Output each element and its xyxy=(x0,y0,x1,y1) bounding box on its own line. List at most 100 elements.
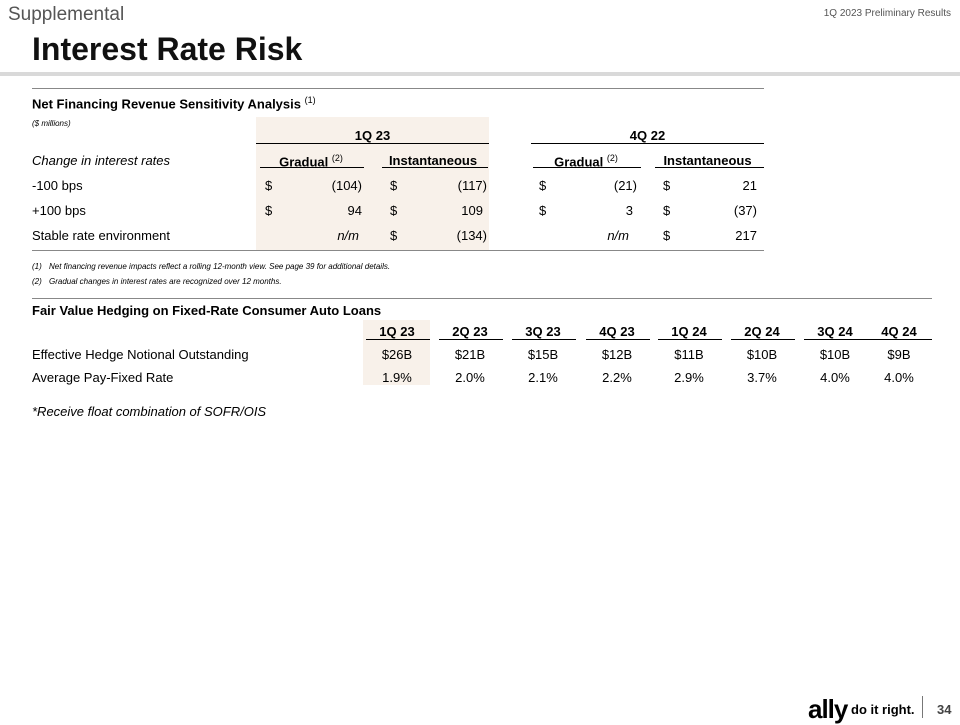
col-instant-1q23: Instantaneous xyxy=(388,153,478,168)
col-underline xyxy=(868,339,932,340)
dollar-sign: $ xyxy=(539,178,547,193)
hedge-col-header: 1Q 24 xyxy=(671,324,707,339)
dollar-sign: $ xyxy=(663,228,671,243)
page-title: Interest Rate Risk xyxy=(32,31,303,67)
dollar-sign: $ xyxy=(663,178,671,193)
dollar-sign: $ xyxy=(390,228,398,243)
hedge-value: 2.9% xyxy=(674,370,704,385)
hedge-value: 2.1% xyxy=(528,370,558,385)
tagline: do it right. xyxy=(851,702,915,717)
dollar-sign: $ xyxy=(265,203,273,218)
hedge-value: 2.2% xyxy=(602,370,632,385)
hedge-value: 4.0% xyxy=(820,370,850,385)
col-gradual-note: (2) xyxy=(331,153,343,163)
col-underline xyxy=(658,339,722,340)
col-underline xyxy=(512,339,576,340)
col-underline xyxy=(366,339,430,340)
hedge-row-label: Effective Hedge Notional Outstanding xyxy=(32,347,249,362)
col-gradual-4q22: Gradual (2) xyxy=(531,153,641,169)
col-gradual-label: Gradual xyxy=(554,154,604,170)
value-cell: (37) xyxy=(733,203,757,218)
row-label: +100 bps xyxy=(32,203,86,218)
value-cell: n/m xyxy=(337,228,359,243)
row-label: -100 bps xyxy=(32,178,83,193)
value-cell: n/m xyxy=(607,228,629,243)
value-cell: 109 xyxy=(461,203,483,218)
hedge-value: 2.0% xyxy=(455,370,485,385)
section-label: Supplemental xyxy=(8,4,125,25)
hedging-title: Fair Value Hedging on Fixed-Rate Consume… xyxy=(32,303,382,318)
col-gradual-1q23: Gradual (2) xyxy=(256,153,366,169)
ally-logo: ally xyxy=(808,694,848,724)
hedge-value: $10B xyxy=(819,347,851,362)
period-underline xyxy=(531,143,764,144)
value-cell: (104) xyxy=(331,178,362,193)
dollar-sign: $ xyxy=(663,203,671,218)
period-header-1q23: 1Q 23 xyxy=(354,128,391,143)
hedge-value: $12B xyxy=(601,347,633,362)
report-label: 1Q 2023 Preliminary Results xyxy=(823,8,951,19)
sensitivity-title-text: Net Financing Revenue Sensitivity Analys… xyxy=(32,96,301,112)
units-label: ($ millions) xyxy=(32,119,71,128)
col-gradual-note: (2) xyxy=(606,153,618,163)
footnote-num: (2) xyxy=(32,277,42,286)
col-underline xyxy=(655,167,764,168)
value-cell: 3 xyxy=(625,203,633,218)
hedge-col-header: 4Q 24 xyxy=(881,324,917,339)
value-cell: (117) xyxy=(457,178,487,193)
hedge-value: $9B xyxy=(887,347,911,362)
value-cell: 217 xyxy=(735,228,757,243)
col-underline xyxy=(533,167,641,168)
sensitivity-title-note: (1) xyxy=(304,95,316,105)
col-instant-4q22: Instantaneous xyxy=(663,153,752,168)
hedge-col-header: 2Q 24 xyxy=(744,324,780,339)
hedge-col-header: 3Q 24 xyxy=(817,324,853,339)
hedge-value: 4.0% xyxy=(884,370,914,385)
dollar-sign: $ xyxy=(265,178,273,193)
value-cell: 21 xyxy=(742,178,757,193)
footnote-text: Net financing revenue impacts reflect a … xyxy=(49,262,391,271)
section-rule xyxy=(32,88,764,89)
value-cell: 94 xyxy=(347,203,362,218)
hedge-value: $10B xyxy=(746,347,778,362)
hedge-value: $26B xyxy=(381,347,413,362)
dollar-sign: $ xyxy=(390,203,398,218)
dollar-sign: $ xyxy=(539,203,547,218)
value-cell: (21) xyxy=(613,178,637,193)
col-underline xyxy=(586,339,650,340)
col-underline xyxy=(439,339,503,340)
hedge-row-label: Average Pay-Fixed Rate xyxy=(32,370,174,385)
value-cell: (134) xyxy=(456,228,487,243)
hedge-col-header: 1Q 23 xyxy=(379,324,415,339)
hedge-value: 1.9% xyxy=(382,370,412,385)
footer-divider xyxy=(922,696,923,718)
row-label: Stable rate environment xyxy=(32,228,171,243)
hedge-value: $15B xyxy=(527,347,559,362)
col-underline xyxy=(804,339,868,340)
period-header-4q22: 4Q 22 xyxy=(629,128,666,143)
dollar-sign: $ xyxy=(390,178,398,193)
hedge-value: $11B xyxy=(674,347,704,362)
hedge-value: $21B xyxy=(454,347,486,362)
hedge-value: 3.7% xyxy=(747,370,777,385)
header-divider xyxy=(0,72,960,76)
table-bottom-rule xyxy=(32,250,764,251)
footnote-num: (1) xyxy=(32,262,42,271)
hedge-col-header: 4Q 23 xyxy=(599,324,635,339)
footnote-2: (2) Gradual changes in interest rates are… xyxy=(32,277,282,286)
col-underline xyxy=(382,167,488,168)
highlight-1q23-col xyxy=(363,320,430,385)
section-rule xyxy=(32,298,932,299)
col-gradual-label: Gradual xyxy=(279,154,329,170)
footnote-text: Gradual changes in interest rates are re… xyxy=(49,277,282,286)
period-underline xyxy=(256,143,489,144)
row-header-label: Change in interest rates xyxy=(32,153,171,168)
page-number: 34 xyxy=(937,702,952,717)
hedge-col-header: 3Q 23 xyxy=(525,324,561,339)
hedge-col-header: 2Q 23 xyxy=(452,324,488,339)
highlight-1q23 xyxy=(256,117,489,250)
hedging-footnote: *Receive float combination of SOFR/OIS xyxy=(32,404,267,419)
sensitivity-title: Net Financing Revenue Sensitivity Analys… xyxy=(32,95,316,111)
col-underline xyxy=(260,167,364,168)
footnote-1: (1) Net financing revenue impacts reflect… xyxy=(32,262,390,271)
